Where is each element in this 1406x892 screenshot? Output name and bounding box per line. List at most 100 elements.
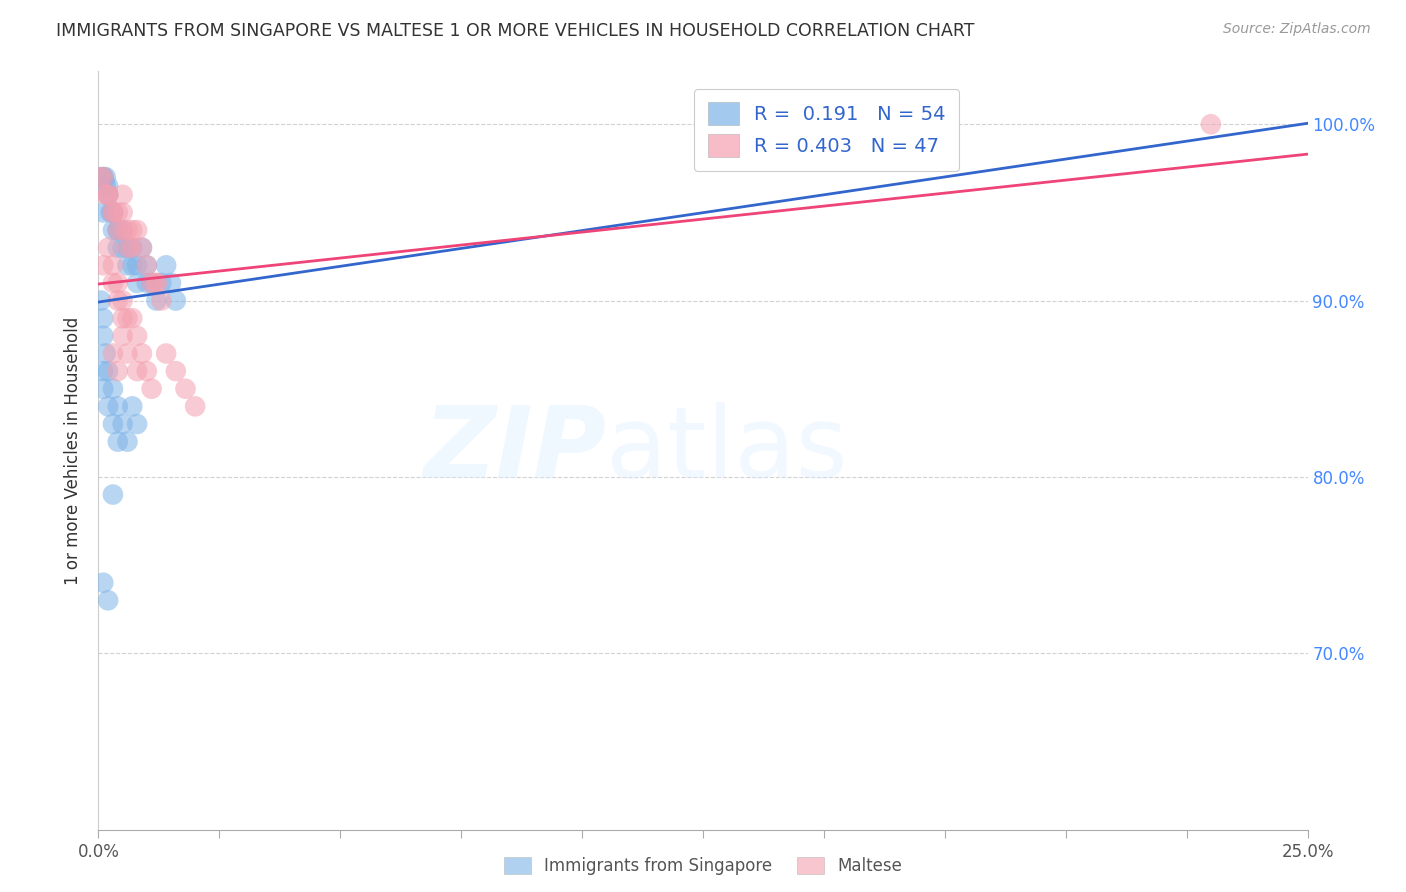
Point xyxy=(111,223,134,237)
Point xyxy=(101,205,124,219)
Point xyxy=(150,293,173,308)
Point xyxy=(94,178,117,193)
Point xyxy=(165,364,187,378)
Legend: Immigrants from Singapore, Maltese: Immigrants from Singapore, Maltese xyxy=(496,849,910,884)
Point xyxy=(100,205,122,219)
Point xyxy=(94,187,117,202)
Point xyxy=(107,205,129,219)
Point xyxy=(121,311,143,326)
Point xyxy=(117,346,139,360)
Point xyxy=(91,170,114,185)
Point xyxy=(94,170,117,185)
Point xyxy=(97,187,120,202)
Point xyxy=(97,593,120,607)
Point xyxy=(141,276,163,290)
Point xyxy=(121,223,143,237)
Point xyxy=(94,346,117,360)
Point xyxy=(155,258,177,272)
Point xyxy=(117,311,139,326)
Point xyxy=(111,187,134,202)
Point xyxy=(90,293,112,308)
Point xyxy=(184,400,207,414)
Point xyxy=(165,293,187,308)
Point xyxy=(135,276,157,290)
Point xyxy=(91,382,114,396)
Point xyxy=(111,293,134,308)
Point xyxy=(135,364,157,378)
Point xyxy=(90,170,112,185)
Point xyxy=(107,364,129,378)
Point xyxy=(107,276,129,290)
Text: atlas: atlas xyxy=(606,402,848,499)
Point xyxy=(117,434,139,449)
Point xyxy=(127,223,149,237)
Y-axis label: 1 or more Vehicles in Household: 1 or more Vehicles in Household xyxy=(65,317,83,584)
Point xyxy=(101,205,124,219)
Point xyxy=(97,187,120,202)
Point xyxy=(117,241,139,255)
Point xyxy=(141,276,163,290)
Point xyxy=(91,575,114,590)
Point xyxy=(101,205,124,219)
Point xyxy=(121,258,143,272)
Point xyxy=(111,417,134,431)
Point xyxy=(127,258,149,272)
Legend: R =  0.191   N = 54, R = 0.403   N = 47: R = 0.191 N = 54, R = 0.403 N = 47 xyxy=(695,88,959,170)
Point xyxy=(111,205,134,219)
Text: IMMIGRANTS FROM SINGAPORE VS MALTESE 1 OR MORE VEHICLES IN HOUSEHOLD CORRELATION: IMMIGRANTS FROM SINGAPORE VS MALTESE 1 O… xyxy=(56,22,974,40)
Point xyxy=(97,400,120,414)
Point xyxy=(107,241,129,255)
Point xyxy=(127,329,149,343)
Point xyxy=(174,382,197,396)
Text: ZIP: ZIP xyxy=(423,402,606,499)
Point xyxy=(91,170,114,185)
Point xyxy=(111,241,134,255)
Point xyxy=(111,223,134,237)
Point xyxy=(107,223,129,237)
Point xyxy=(91,311,114,326)
Point xyxy=(101,382,124,396)
Point xyxy=(145,276,167,290)
Point xyxy=(131,346,153,360)
Point xyxy=(1199,117,1222,131)
Point xyxy=(160,276,183,290)
Point xyxy=(121,400,143,414)
Point xyxy=(107,293,129,308)
Point xyxy=(121,241,143,255)
Point xyxy=(91,258,114,272)
Point xyxy=(141,382,163,396)
Point xyxy=(91,205,114,219)
Point xyxy=(101,258,124,272)
Point xyxy=(101,487,124,501)
Point xyxy=(101,276,124,290)
Point xyxy=(127,276,149,290)
Text: Source: ZipAtlas.com: Source: ZipAtlas.com xyxy=(1223,22,1371,37)
Point xyxy=(117,223,139,237)
Point xyxy=(111,311,134,326)
Point xyxy=(97,241,120,255)
Point xyxy=(135,258,157,272)
Point xyxy=(97,178,120,193)
Point xyxy=(91,364,114,378)
Point xyxy=(107,434,129,449)
Point xyxy=(101,223,124,237)
Point xyxy=(145,293,167,308)
Point xyxy=(101,205,124,219)
Point xyxy=(135,258,157,272)
Point xyxy=(111,329,134,343)
Point xyxy=(91,329,114,343)
Point xyxy=(117,258,139,272)
Point xyxy=(131,241,153,255)
Point xyxy=(101,417,124,431)
Point xyxy=(131,241,153,255)
Point xyxy=(97,187,120,202)
Point xyxy=(90,170,112,185)
Point xyxy=(101,346,124,360)
Point xyxy=(155,346,177,360)
Point xyxy=(145,276,167,290)
Point xyxy=(121,241,143,255)
Point xyxy=(97,364,120,378)
Point xyxy=(101,205,124,219)
Point xyxy=(97,187,120,202)
Point xyxy=(117,241,139,255)
